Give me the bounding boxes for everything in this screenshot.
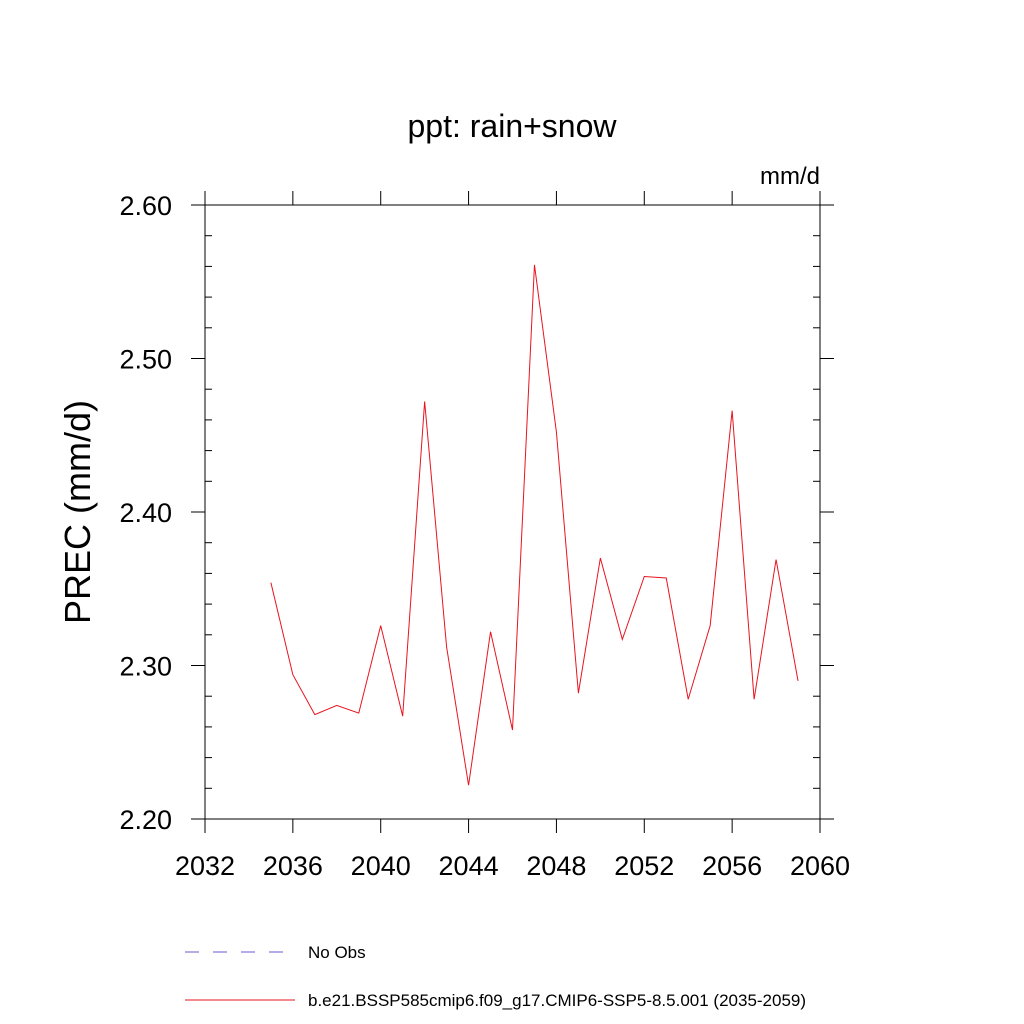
chart-title: ppt: rain+snow (407, 108, 617, 144)
series-layer (270, 264, 799, 786)
y-tick-label: 2.40 (119, 498, 172, 528)
plot-frame (204, 204, 821, 820)
x-tick-label: 2048 (526, 851, 586, 881)
legend-label: b.e21.BSSP585cmip6.f09_g17.CMIP6-SSP5-8.… (308, 991, 806, 1010)
units-label: mm/d (760, 163, 820, 190)
y-tick-label: 2.30 (119, 652, 172, 682)
axis-ticks: 2032 2036 2040 2044 2048 2052 2056 2060 2.20 2.30… (119, 191, 850, 881)
y-tick-label: 2.20 (119, 805, 172, 835)
x-tick-label: 2060 (790, 851, 850, 881)
x-tick-label: 2032 (175, 851, 235, 881)
x-tick-label: 2036 (263, 851, 323, 881)
x-tick-label: 2040 (351, 851, 411, 881)
y-tick-label: 2.50 (119, 345, 172, 375)
y-tick-label: 2.60 (119, 191, 172, 221)
x-tick-label: 2052 (614, 851, 674, 881)
legend-label: No Obs (308, 943, 366, 962)
x-tick-label: 2056 (702, 851, 762, 881)
legend: No Obs b.e21.BSSP585cmip6.f09_g17.CMIP6-S… (185, 943, 806, 1010)
x-tick-label: 2044 (439, 851, 499, 881)
y-axis-label: PREC (mm/d) (57, 400, 98, 624)
series-line (270, 264, 799, 786)
